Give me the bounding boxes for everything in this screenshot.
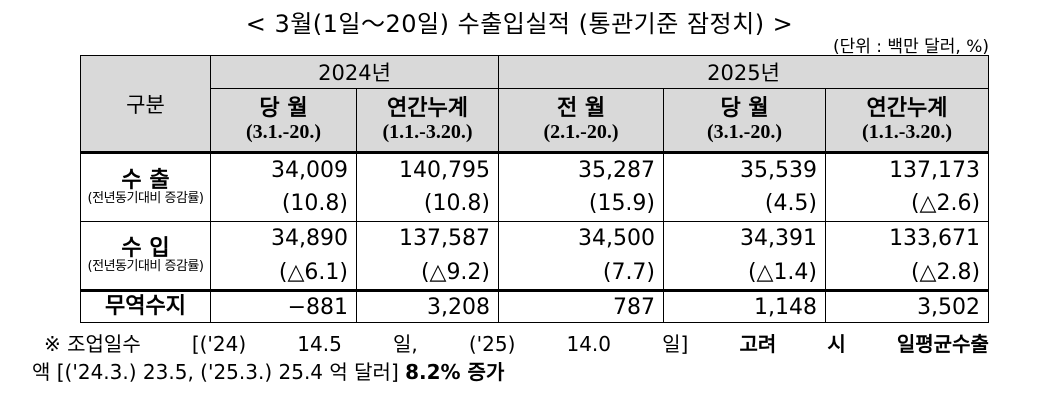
note-part: 일평균수출 xyxy=(896,332,989,356)
import-rate-1: (△6.1) xyxy=(210,255,357,292)
export-rate-4: (4.5) xyxy=(663,186,827,222)
balance-value-1: −881 xyxy=(210,290,357,323)
export-rate-3: (15.9) xyxy=(498,186,665,222)
header-col-5: 연간누계 (1.1.-3.20.) xyxy=(825,88,990,154)
note-part: 시 xyxy=(827,332,846,356)
note-part: ※ 조업일수 xyxy=(44,332,141,356)
import-rate-4: (△1.4) xyxy=(663,255,827,292)
import-value-3: 34,500 xyxy=(498,221,665,256)
balance-value-3: 787 xyxy=(498,290,665,323)
row-label-export: 수 출 (전년동기대비 증감률) xyxy=(80,152,211,222)
export-rate-2: (10.8) xyxy=(355,186,500,222)
import-rate-3: (7.7) xyxy=(498,255,665,292)
header-category: 구분 xyxy=(80,55,211,154)
export-value-2: 140,795 xyxy=(355,152,500,187)
import-value-4: 34,391 xyxy=(663,221,827,256)
note-part: 일, xyxy=(392,332,418,356)
note-part: 일] xyxy=(662,332,689,356)
export-value-5: 137,173 xyxy=(825,152,990,187)
page-title: < 3월(1일～20일) 수출입실적 (통관기준 잠정치) > xyxy=(245,10,794,38)
note-part: ('25) xyxy=(468,332,516,356)
note-line2-bold: 8.2% 증가 xyxy=(405,360,505,384)
note-part: [('24) xyxy=(191,332,247,356)
header-year-2025: 2025년 xyxy=(498,55,990,89)
unit-label: (단위 : 백만 달러, %) xyxy=(832,37,989,57)
import-value-2: 137,587 xyxy=(355,221,500,256)
note-part: 14.0 xyxy=(566,332,612,356)
header-col-4: 당 월 (3.1.-20.) xyxy=(663,88,827,154)
row-label-import: 수 입 (전년동기대비 증감률) xyxy=(80,221,211,292)
row-label-balance: 무역수지 xyxy=(80,290,211,323)
footnote-line-1: ※ 조업일수 [('24) 14.5 일, ('25) 14.0 일] 고려 시… xyxy=(44,330,989,358)
export-value-3: 35,287 xyxy=(498,152,665,187)
footnote-line-2: 액 [('24.3.) 23.5, ('25.3.) 25.4 억 달러] 8.… xyxy=(32,358,989,386)
import-rate-2: (△9.2) xyxy=(355,255,500,292)
note-part: 14.5 xyxy=(297,332,342,356)
header-col-2: 연간누계 (1.1.-3.20.) xyxy=(355,88,500,154)
balance-value-5: 3,502 xyxy=(825,290,990,323)
header-col-1: 당 월 (3.1.-20.) xyxy=(210,88,357,154)
note-part: 고려 xyxy=(739,332,777,356)
note-line2-prefix: 액 [('24.3.) 23.5, ('25.3.) 25.4 억 달러] xyxy=(32,360,406,384)
import-rate-5: (△2.8) xyxy=(825,255,990,292)
import-value-1: 34,890 xyxy=(210,221,357,256)
export-value-4: 35,539 xyxy=(663,152,827,187)
footnote: ※ 조업일수 [('24) 14.5 일, ('25) 14.0 일] 고려 시… xyxy=(32,330,989,386)
header-year-2024: 2024년 xyxy=(209,55,500,89)
export-rate-5: (△2.6) xyxy=(825,186,990,222)
header-col-3: 전 월 (2.1.-20.) xyxy=(498,88,665,154)
export-value-1: 34,009 xyxy=(210,152,357,187)
balance-value-4: 1,148 xyxy=(663,290,827,323)
balance-value-2: 3,208 xyxy=(355,290,500,323)
export-rate-1: (10.8) xyxy=(210,186,357,222)
import-value-5: 133,671 xyxy=(825,221,990,256)
trade-table: 구분 2024년 2025년 당 월 (3.1.-20.) 연간누계 (1.1.-3… xyxy=(80,55,990,323)
